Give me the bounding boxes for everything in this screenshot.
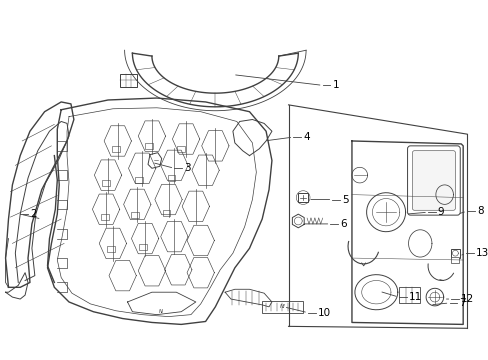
FancyBboxPatch shape [407,146,459,215]
Text: NI: NI [279,304,285,309]
Bar [102,180,110,186]
Bar [139,244,147,250]
Text: 12: 12 [460,294,473,304]
Text: 10: 10 [317,308,330,318]
Bar [450,249,459,258]
Bar [131,212,139,218]
Text: 7: 7 [458,298,465,308]
FancyBboxPatch shape [411,151,454,210]
Text: 4: 4 [303,132,309,142]
Bar [167,175,175,181]
Text: 1: 1 [332,80,338,90]
Text: 9: 9 [437,207,444,217]
Text: 11: 11 [407,292,421,302]
Text: 8: 8 [476,206,483,216]
Bar [135,177,143,183]
Text: 13: 13 [475,248,488,258]
Bar [145,143,153,149]
Text: 3: 3 [184,163,190,173]
Text: 5: 5 [342,194,348,204]
Bar [450,257,458,263]
Bar [177,146,185,152]
Bar [101,214,109,220]
Bar [112,146,120,152]
Bar [262,301,303,313]
Text: 6: 6 [340,219,346,229]
Bar [398,287,419,303]
Text: NI: NI [159,309,164,314]
Bar [107,246,115,252]
Bar [298,193,307,202]
Bar [120,74,137,87]
Text: 2: 2 [30,209,37,219]
Bar [163,210,170,216]
